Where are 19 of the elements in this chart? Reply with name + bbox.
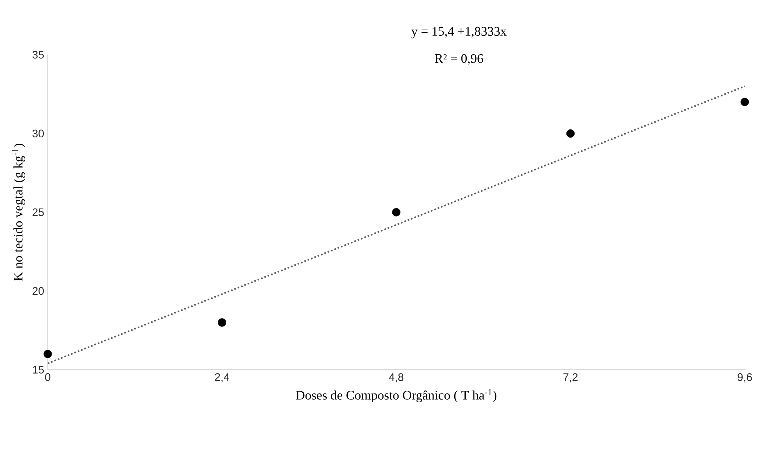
y-tick-label: 30 bbox=[32, 130, 44, 138]
x-tick-label: 7,2 bbox=[564, 374, 578, 383]
x-tick-label: 4,8 bbox=[389, 374, 404, 383]
x-axis-title: Doses de Composto Orgânico ( T ha$^{-1}$) bbox=[296, 389, 497, 403]
y-tick-label: 35 bbox=[32, 51, 44, 59]
point bbox=[392, 208, 401, 217]
point bbox=[566, 130, 575, 138]
point bbox=[740, 98, 750, 106]
y-axis-title: K no tecido vegtal (g kg$^{-1}$) bbox=[12, 144, 26, 282]
x-tick-label: 2,4 bbox=[215, 374, 230, 383]
annotation: R² = 0,96 bbox=[435, 54, 484, 66]
point bbox=[44, 350, 52, 358]
text: y = 15,4 +1,8333x bbox=[412, 27, 507, 39]
point bbox=[218, 318, 226, 327]
y-tick-label: 15 bbox=[33, 366, 44, 374]
x-tick-label: 9,6 bbox=[738, 374, 752, 383]
y-tick-label: 20 bbox=[32, 287, 44, 296]
x-tick-label: 0 bbox=[45, 374, 51, 382]
y-tick-label: 25 bbox=[32, 208, 44, 216]
